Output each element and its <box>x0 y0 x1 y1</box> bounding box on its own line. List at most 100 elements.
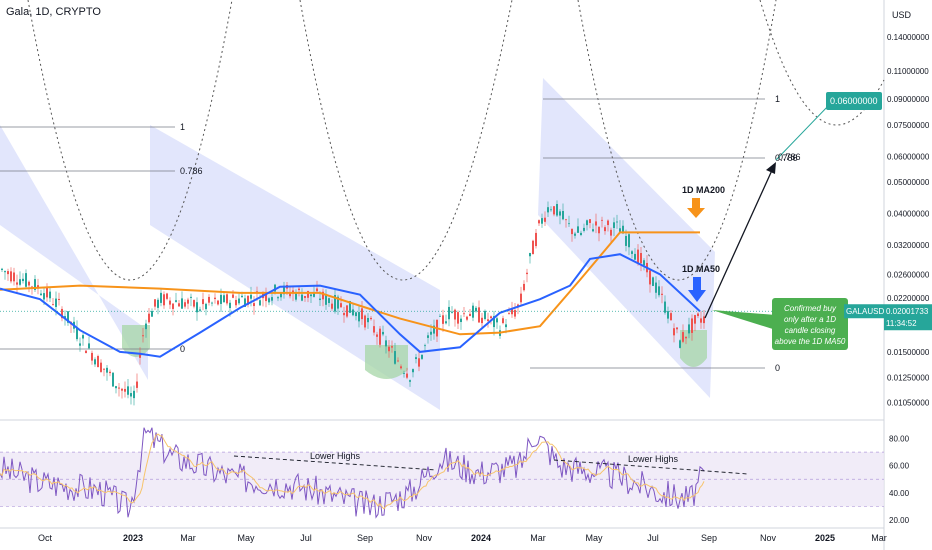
candle-body <box>199 309 201 311</box>
candle-body <box>493 316 495 328</box>
candle-body <box>343 313 345 316</box>
candle-body <box>454 309 456 320</box>
candle-body <box>604 227 606 232</box>
time-tick-label: May <box>237 533 255 543</box>
candle-body <box>148 313 150 323</box>
candle-body <box>601 219 603 221</box>
candle-body <box>28 281 30 286</box>
time-tick-label: Oct <box>38 533 53 543</box>
candle-body <box>118 387 120 389</box>
callout-text: only after a 1D <box>784 315 836 324</box>
candle-body <box>589 219 591 223</box>
fib-level-label: 1 <box>775 94 780 104</box>
time-tick-label: Mar <box>180 533 196 543</box>
candle-body <box>544 217 546 222</box>
candle-body <box>682 332 684 342</box>
candle-body <box>280 293 282 298</box>
candle-body <box>361 308 363 320</box>
candle-body <box>571 228 573 235</box>
currency-label: USD <box>892 10 912 20</box>
candle-body <box>253 303 255 307</box>
candle-body <box>538 220 540 224</box>
fib-level-label: 0.786 <box>180 166 203 176</box>
candle-body <box>616 221 618 223</box>
candle-body <box>511 308 513 315</box>
candle-body <box>334 294 336 312</box>
candle-body <box>409 380 411 382</box>
candle-body <box>694 315 696 324</box>
price-tick-label: 0.07500000 <box>887 121 930 130</box>
price-tick-label: 0.03200000 <box>887 241 930 250</box>
candle-body <box>232 294 234 298</box>
candle-body <box>352 309 354 316</box>
candle-body <box>541 218 543 224</box>
candle-body <box>55 298 57 307</box>
candle-body <box>307 290 309 298</box>
candle-body <box>523 283 525 291</box>
candle-body <box>259 300 261 306</box>
candle-body <box>673 328 675 336</box>
candle-body <box>505 324 507 328</box>
candle-body <box>520 293 522 303</box>
candle-body <box>577 226 579 233</box>
candle-body <box>703 316 705 324</box>
candle-body <box>223 295 225 303</box>
parabolic-arc <box>27 0 233 281</box>
candle-body <box>325 294 327 305</box>
fib-level-label: 1 <box>180 122 185 132</box>
time-tick-label: 2023 <box>123 533 143 543</box>
candle-body <box>313 292 315 297</box>
candle-body <box>265 293 267 302</box>
candle-body <box>88 343 90 349</box>
descending-channel <box>0 125 148 380</box>
candle-body <box>355 312 357 317</box>
callout-text: above the 1D MA50 <box>775 337 846 346</box>
candle-body <box>268 298 270 303</box>
lower-highs-label: Lower Highs <box>310 451 361 461</box>
candle-body <box>358 312 360 322</box>
candle-body <box>670 313 672 321</box>
candle-body <box>1 268 3 270</box>
candle-body <box>442 315 444 324</box>
candle-body <box>562 211 564 220</box>
candle-body <box>277 297 279 299</box>
candle-body <box>316 288 318 292</box>
last-price-label: 0.02001733 <box>886 307 929 316</box>
candle-body <box>301 294 303 301</box>
candle-body <box>568 223 570 225</box>
candle-body <box>229 302 231 309</box>
fib-level-label: 0.786 <box>775 153 798 163</box>
candle-body <box>628 234 630 248</box>
candle-body <box>508 313 510 314</box>
candle-body <box>349 301 351 313</box>
candle-body <box>46 286 48 298</box>
candle-body <box>463 313 465 315</box>
candle-body <box>25 273 27 287</box>
candle-body <box>610 229 612 236</box>
candle-body <box>115 386 117 389</box>
candle-body <box>178 303 180 307</box>
candle-body <box>394 351 396 364</box>
candle-body <box>61 308 63 319</box>
candle-body <box>82 335 84 339</box>
candle-body <box>535 232 537 247</box>
price-tick-label: 0.04000000 <box>887 210 930 219</box>
candle-body <box>157 299 159 308</box>
fib-level-label: 0 <box>775 363 780 373</box>
candle-body <box>490 316 492 319</box>
candle-body <box>208 296 210 303</box>
price-tick-label: 0.11000000 <box>887 67 929 76</box>
candle-body <box>691 318 693 333</box>
candle-body <box>331 303 333 309</box>
fib-level-label: 0 <box>180 344 185 354</box>
fib-label-alt: 0.786 <box>778 152 801 162</box>
lower-highs-label: Lower Highs <box>628 454 679 464</box>
candle-body <box>412 369 414 373</box>
candle-body <box>214 297 216 300</box>
ma50-line <box>0 253 701 358</box>
candle-body <box>472 305 474 318</box>
candle-body <box>565 219 567 221</box>
candle-body <box>529 253 531 257</box>
price-tick-label: 0.14000000 <box>887 33 930 42</box>
